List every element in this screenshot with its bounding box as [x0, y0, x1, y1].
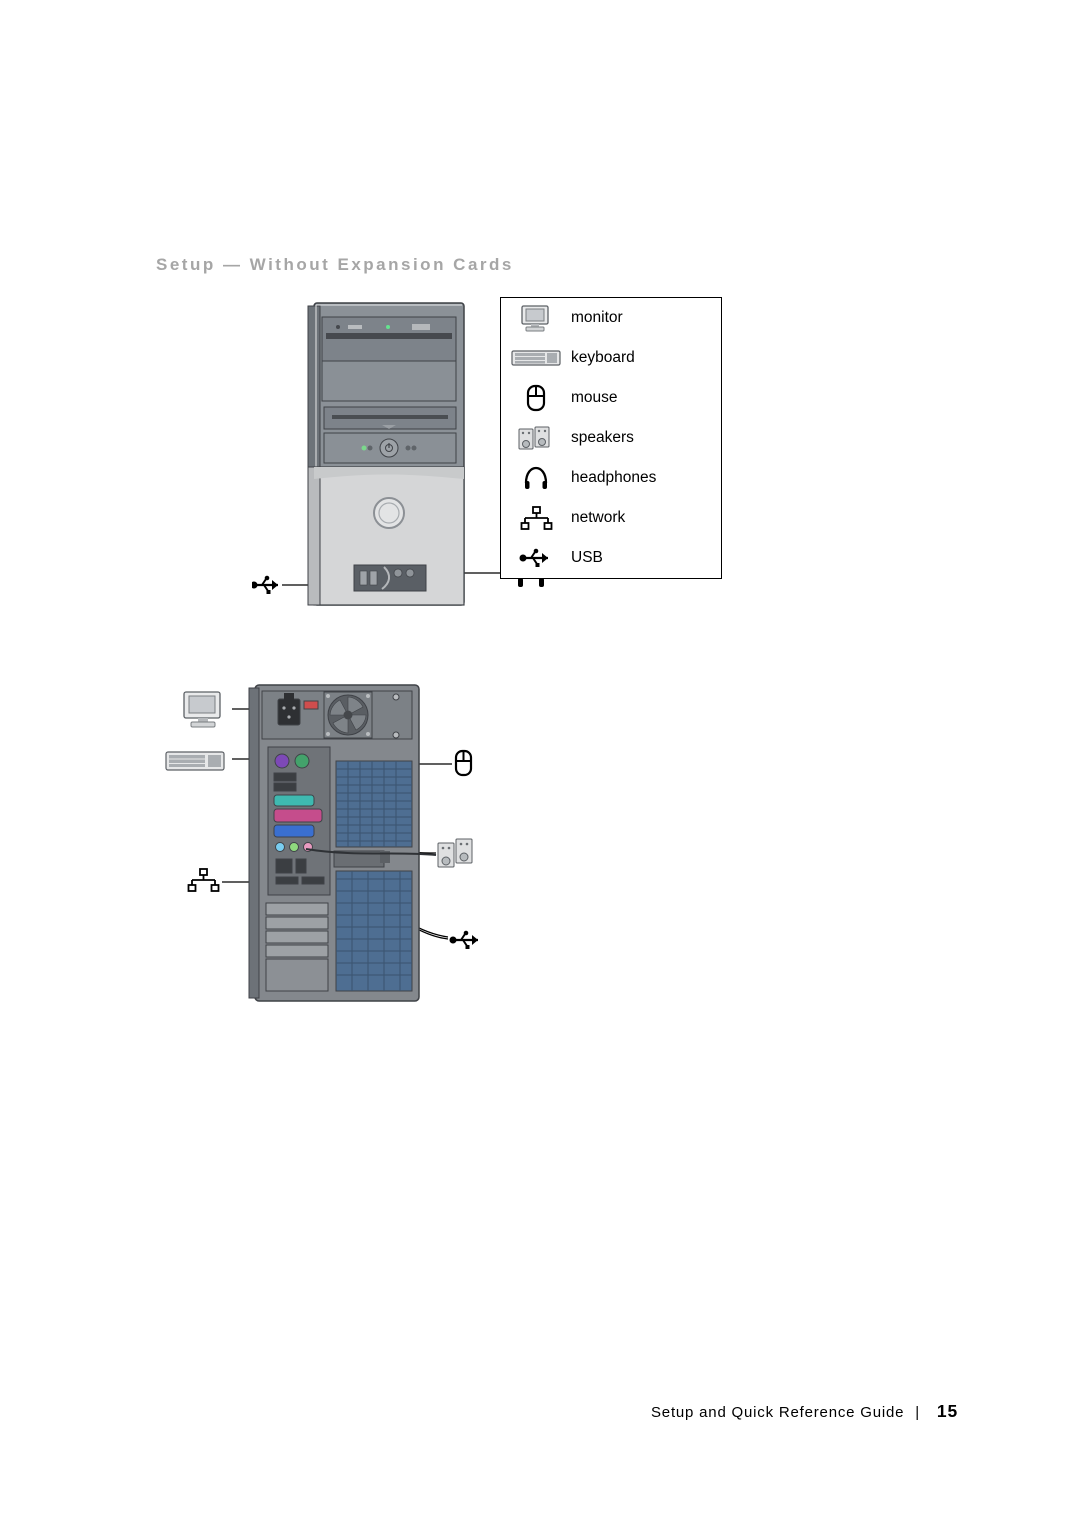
headphones-icon: [501, 465, 571, 491]
keyboard-icon: [501, 348, 571, 368]
page-footer: Setup and Quick Reference Guide | 15: [651, 1401, 958, 1422]
usb-icon: [501, 547, 571, 569]
mouse-icon: [501, 383, 571, 413]
legend-label: USB: [571, 549, 603, 567]
footer-text: Setup and Quick Reference Guide: [651, 1404, 904, 1421]
legend-label: headphones: [571, 469, 656, 487]
tower-rear-illustration: [156, 679, 924, 1019]
legend-label: keyboard: [571, 349, 635, 367]
legend-row-headphones: headphones: [501, 458, 721, 498]
legend-row-keyboard: keyboard: [501, 338, 721, 378]
legend-row-monitor: monitor: [501, 298, 721, 338]
legend-label: speakers: [571, 429, 634, 447]
legend-row-speakers: speakers: [501, 418, 721, 458]
page-number: 15: [937, 1401, 958, 1421]
footer-separator: |: [915, 1404, 920, 1421]
legend-row-mouse: mouse: [501, 378, 721, 418]
legend-label: network: [571, 509, 625, 527]
section-title: Setup — Without Expansion Cards: [156, 255, 924, 275]
legend-label: mouse: [571, 389, 618, 407]
legend-box: monitor keyboard: [500, 297, 722, 579]
legend-label: monitor: [571, 309, 623, 327]
monitor-icon: [501, 303, 571, 333]
legend-row-network: network: [501, 498, 721, 538]
legend-row-usb: USB: [501, 538, 721, 578]
network-icon: [501, 505, 571, 531]
speakers-icon: [501, 423, 571, 453]
